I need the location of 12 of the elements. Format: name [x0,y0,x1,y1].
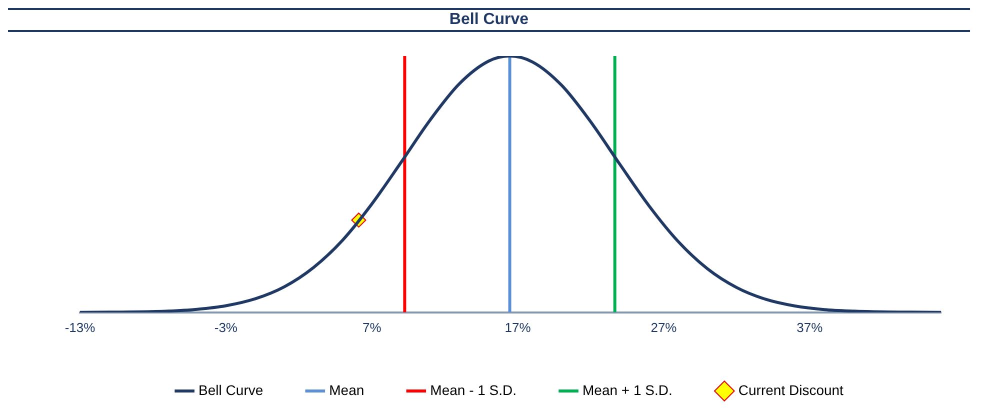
x-tick-label: -3% [214,320,238,335]
x-tick-label: -13% [64,320,96,335]
x-tick-label: 7% [362,320,382,335]
chart-title: Bell Curve [8,8,970,32]
x-tick-label: 37% [796,320,824,335]
legend-label: Mean [329,382,364,398]
x-tick-label: 27% [650,320,678,335]
legend-label: Current Discount [738,382,844,398]
legend-label: Mean + 1 S.D. [582,382,672,398]
legend-label: Mean - 1 S.D. [430,382,517,398]
x-tick-label: 17% [504,320,532,335]
legend-label: Bell Curve [198,382,264,398]
